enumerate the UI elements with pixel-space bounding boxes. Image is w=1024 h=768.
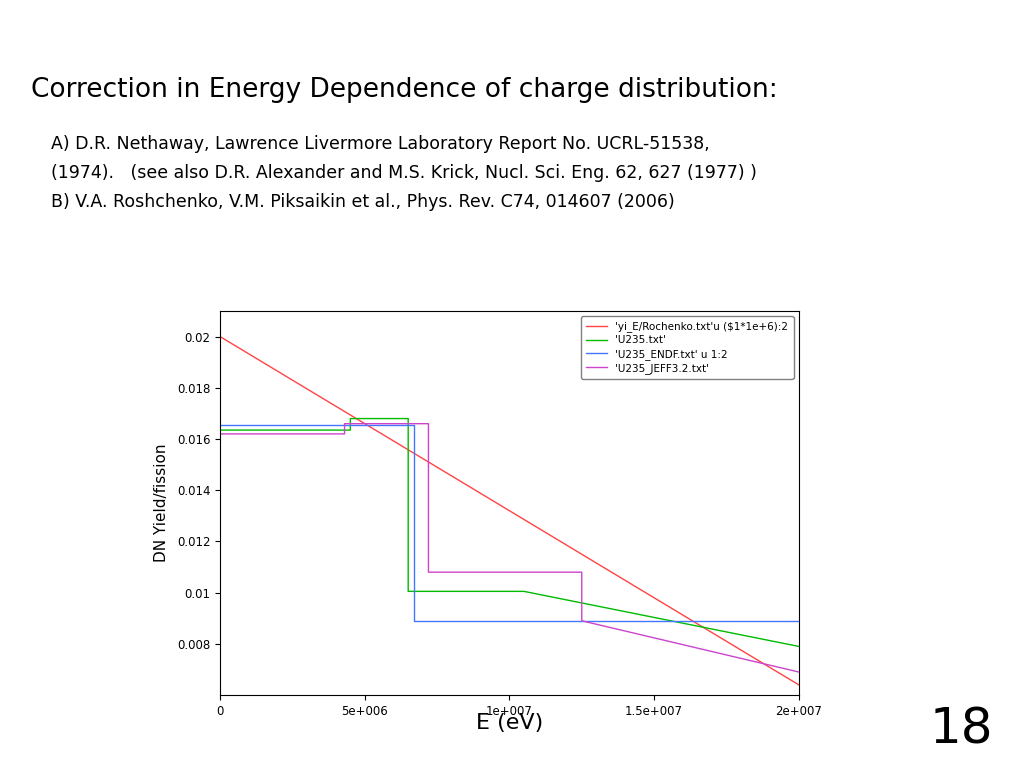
Text: Correction in Energy Dependence of charge distribution:: Correction in Energy Dependence of charg… bbox=[31, 77, 777, 103]
Text: 18: 18 bbox=[930, 706, 993, 753]
Text: A) D.R. Nethaway, Lawrence Livermore Laboratory Report No. UCRL-51538,: A) D.R. Nethaway, Lawrence Livermore Lab… bbox=[51, 135, 710, 153]
Legend: 'yi_E/Rochenko.txt'u ($1*1e+6):2, 'U235.txt', 'U235_ENDF.txt' u 1:2, 'U235_JEFF3: 'yi_E/Rochenko.txt'u ($1*1e+6):2, 'U235.… bbox=[581, 316, 794, 379]
Text: B) V.A. Roshchenko, V.M. Piksaikin et al., Phys. Rev. C74, 014607 (2006): B) V.A. Roshchenko, V.M. Piksaikin et al… bbox=[51, 193, 675, 211]
Text: 2. Incident Neutron Energy Dependence of Delayed Neutron Yields: 2. Incident Neutron Energy Dependence of… bbox=[12, 13, 614, 31]
Y-axis label: DN Yield/fission: DN Yield/fission bbox=[154, 444, 169, 562]
Text: (1974).   (see also D.R. Alexander and M.S. Krick, Nucl. Sci. Eng. 62, 627 (1977: (1974). (see also D.R. Alexander and M.S… bbox=[51, 164, 757, 182]
Text: E (eV): E (eV) bbox=[476, 713, 543, 733]
